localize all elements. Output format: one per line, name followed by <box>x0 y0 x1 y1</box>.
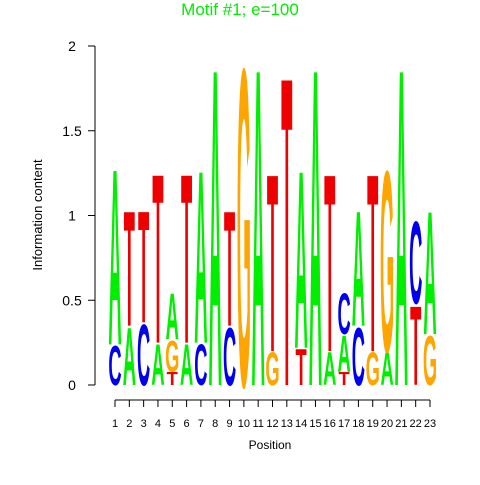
logo-letter: A <box>180 334 193 399</box>
logo-letter: A <box>323 343 336 396</box>
logo-letter: A <box>295 119 308 403</box>
logo-letter: A <box>337 326 350 383</box>
x-tick-label: 22 <box>410 418 422 430</box>
logo-letter: A <box>108 116 121 398</box>
y-tick-label: 0.5 <box>62 292 82 308</box>
logo-letter: G <box>366 343 380 396</box>
x-tick-label: 1 <box>112 418 118 430</box>
x-tick-label: 17 <box>338 418 350 430</box>
logo-letter: C <box>352 310 365 402</box>
logo-letter: C <box>108 334 121 397</box>
x-tick-label: 6 <box>184 418 190 430</box>
logo-letter: T <box>224 177 235 361</box>
x-tick-label: 13 <box>281 418 293 430</box>
chart-title: Motif #1; e=100 <box>181 0 299 19</box>
logo-letter: A <box>166 281 179 355</box>
logo-letter: T <box>367 123 378 407</box>
x-tick-label: 14 <box>295 418 307 430</box>
x-tick-label: 11 <box>252 418 263 430</box>
x-tick-label: 2 <box>126 418 132 430</box>
x-tick-label: 7 <box>198 418 204 430</box>
logo-letter: T <box>267 123 278 407</box>
logo-letter: T <box>281 0 292 480</box>
x-tick-label: 20 <box>381 418 393 430</box>
logo-letter: C <box>337 283 350 348</box>
x-tick-label: 16 <box>324 418 336 430</box>
x-tick-label: 18 <box>352 418 364 430</box>
logo-letter: C <box>223 310 236 402</box>
y-tick-label: 2 <box>68 38 76 54</box>
x-tick-label: 12 <box>266 418 278 430</box>
logo-letter: T <box>138 179 149 357</box>
logo-letter: A <box>194 120 207 396</box>
logo-letter: G <box>380 117 394 406</box>
logo-letter: C <box>409 197 422 328</box>
logo-letter: T <box>124 177 135 361</box>
logo-letter: G <box>423 321 437 400</box>
logo-letter: A <box>252 0 265 480</box>
logo-letter: T <box>410 284 421 410</box>
y-axis-label: Information content <box>30 159 45 271</box>
logo-letter: T <box>181 124 192 395</box>
logo-letter: A <box>352 177 365 361</box>
logo-letter: A <box>151 334 164 399</box>
logo-letter: A <box>209 0 222 480</box>
y-tick-label: 1 <box>68 208 76 224</box>
logo-letter: C <box>137 307 150 404</box>
x-tick-label: 5 <box>169 418 175 430</box>
x-tick-label: 21 <box>395 418 407 430</box>
logo-letter: T <box>152 124 163 395</box>
logo-letter: A <box>423 174 436 372</box>
logo-letter: G <box>265 343 279 396</box>
logo-letter: A <box>309 0 322 480</box>
logo-letter: A <box>380 343 393 396</box>
logo-letter: T <box>324 123 335 407</box>
logo-letter: T <box>167 368 179 389</box>
logo-letter: A <box>395 0 408 480</box>
logo-letter: T <box>339 368 351 389</box>
x-tick-label: 3 <box>141 418 147 430</box>
logo-letter: G <box>165 332 179 382</box>
logo-letter: C <box>194 334 207 399</box>
x-axis-label: Position <box>249 438 292 452</box>
x-tick-label: 4 <box>155 418 161 430</box>
logo-letter: A <box>123 310 136 402</box>
x-tick-label: 23 <box>424 418 436 430</box>
x-tick-label: 15 <box>309 418 321 430</box>
y-tick-label: 1.5 <box>62 123 82 139</box>
x-tick-label: 19 <box>367 418 379 430</box>
logo-letter: G <box>237 0 251 480</box>
x-tick-label: 8 <box>212 418 218 430</box>
logo-letter: T <box>296 340 307 397</box>
x-tick-label: 10 <box>238 418 250 430</box>
y-tick-label: 0 <box>68 377 76 393</box>
x-tick-label: 9 <box>226 418 232 430</box>
